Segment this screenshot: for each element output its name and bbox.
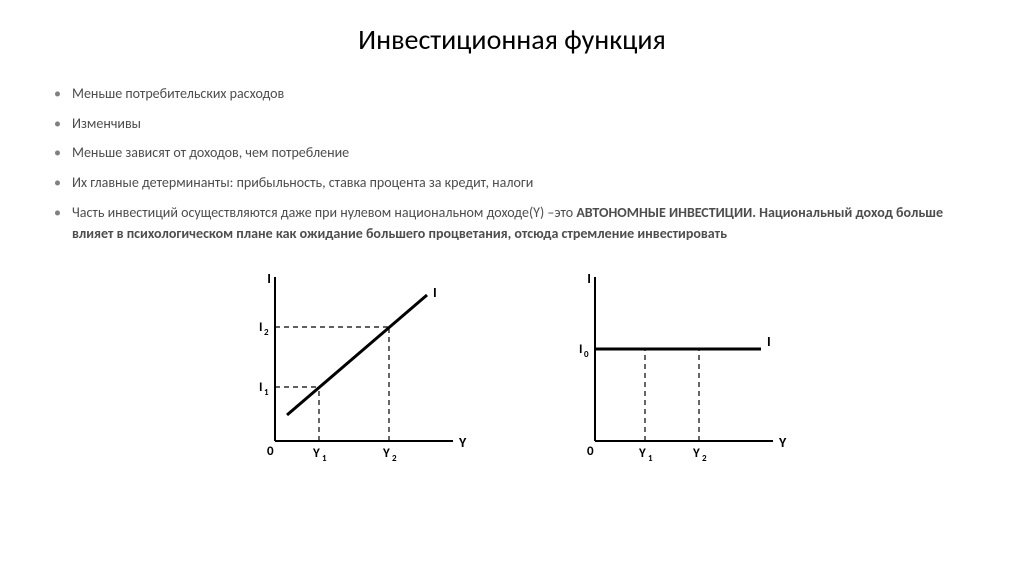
bullet-item: Меньше зависят от доходов, чем потреблен… xyxy=(54,142,984,164)
tick-i2: I xyxy=(259,320,262,335)
bullet-list: Меньше потребительских расходов Изменчив… xyxy=(40,83,984,245)
chart-right: I Y 0 I I 0 Y 1 Y 2 xyxy=(557,269,787,469)
axis-label-y: I xyxy=(587,270,591,287)
bullet-item: Их главные детерминанты: прибыльность, с… xyxy=(54,172,984,194)
axis-label-y: I xyxy=(267,270,271,287)
tick-i1: I xyxy=(259,380,262,395)
tick-y1-sub: 1 xyxy=(648,453,653,464)
bullet-item: Меньше потребительских расходов xyxy=(54,83,984,105)
origin-label: 0 xyxy=(267,444,274,459)
page-title: Инвестиционная функция xyxy=(40,22,984,57)
tick-i2-sub: 2 xyxy=(264,327,269,338)
axis-label-x: Y xyxy=(458,434,467,451)
axis-label-x: Y xyxy=(778,434,787,451)
bullet-item: Изменчивы xyxy=(54,113,984,135)
origin-label: 0 xyxy=(587,444,594,459)
tick-y2-sub: 2 xyxy=(702,453,707,464)
chart-left: I Y 0 I I 1 I 2 Y 1 Y 2 xyxy=(237,269,467,469)
tick-y1: Y xyxy=(312,446,320,461)
tick-y1: Y xyxy=(638,446,646,461)
tick-y1-sub: 1 xyxy=(322,453,327,464)
line-label: I xyxy=(767,333,771,350)
tick-y2-sub: 2 xyxy=(392,453,397,464)
bullet-item: Часть инвестиций осуществляются даже при… xyxy=(54,202,984,245)
tick-y2: Y xyxy=(382,446,390,461)
line-label: I xyxy=(433,284,437,301)
tick-y2: Y xyxy=(692,446,700,461)
tick-i0-sub: 0 xyxy=(584,349,589,360)
tick-i1-sub: 1 xyxy=(264,387,269,398)
bullet-text: Часть инвестиций осуществляются даже при… xyxy=(72,204,576,221)
tick-i0: I xyxy=(579,342,582,357)
